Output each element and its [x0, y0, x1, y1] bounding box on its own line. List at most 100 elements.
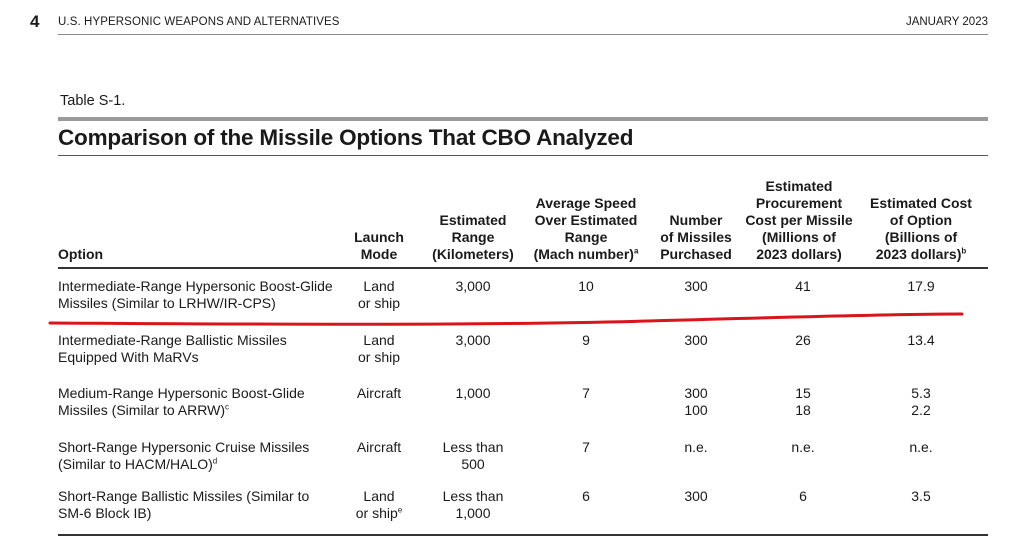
- running-title: U.S. HYPERSONIC WEAPONS AND ALTERNATIVES: [58, 16, 340, 28]
- row-option-cell: Intermediate-Range Hypersonic Boost-Glid…: [58, 278, 348, 312]
- col-header-range: Estimated Range (Kilometers): [424, 212, 522, 263]
- row-option-cell: Short-Range Ballistic Missiles (Similar …: [58, 488, 348, 522]
- col-header-number-line1: Number: [669, 212, 723, 228]
- row-option-line2-text: Missiles (Similar to ARRW): [58, 402, 225, 418]
- row-range-cell: 1,000: [455, 385, 491, 401]
- col-header-speed: Average Speed Over Estimated Range (Mach…: [528, 195, 644, 263]
- col-header-launch-line1: Launch: [354, 229, 404, 245]
- row-option-line2: Missiles (Similar to ARRW)c: [58, 402, 348, 419]
- row-launch-line1: Land: [363, 278, 395, 294]
- row-option-line1: Medium-Range Hypersonic Boost-Glide: [58, 385, 305, 401]
- row-range-cell: 3,000: [455, 278, 491, 294]
- footnote-b-marker: b: [961, 246, 967, 256]
- col-header-speed-line3: Range: [564, 229, 608, 245]
- header-bottom-rule: [58, 267, 988, 269]
- col-header-option-cost: Estimated Cost of Option (Billions of 20…: [862, 195, 980, 263]
- row-procurement-cell: 6: [799, 488, 807, 504]
- col-header-speed-unit: (Mach number): [533, 246, 634, 262]
- row-option-line1: Intermediate-Range Hypersonic Boost-Glid…: [58, 278, 333, 294]
- col-header-speed-line1: Average Speed: [535, 195, 637, 211]
- red-underline-annotation: [48, 312, 964, 326]
- row-number-cell: 300: [684, 332, 708, 348]
- col-header-range-line3: (Kilometers): [432, 246, 514, 262]
- row-speed-cell: 9: [582, 332, 590, 348]
- row-range-line1: Less than: [442, 488, 504, 504]
- row-option-line1: Short-Range Ballistic Missiles (Similar …: [58, 488, 310, 504]
- row-range-cell: Less than 1,000: [424, 488, 522, 522]
- row-speed-cell: 7: [582, 385, 590, 401]
- footnote-a-marker: a: [633, 246, 639, 256]
- col-header-procurement-cost: Estimated Procurement Cost per Missile (…: [740, 178, 858, 263]
- header-divider: [58, 34, 988, 35]
- row-procurement-cell: 41: [795, 278, 811, 294]
- red-underline-stroke: [48, 312, 964, 326]
- col-header-proc-line1: Estimated: [765, 178, 833, 194]
- row-range-cell: 3,000: [455, 332, 491, 348]
- page-number: 4: [30, 12, 40, 31]
- row-launch-line2-text: or ship: [355, 505, 398, 521]
- row-procurement-cell: 26: [795, 332, 811, 348]
- row-number-line1: 300: [684, 385, 708, 401]
- table-label: Table S-1.: [60, 93, 126, 109]
- col-header-number-line2: of Missiles: [660, 229, 732, 245]
- col-header-cost-unit: 2023 dollars): [875, 246, 962, 262]
- row-cost-cell: 5.3 2.2: [862, 385, 980, 419]
- row-launch-line2: or ship: [357, 349, 401, 365]
- col-header-option: Option: [58, 246, 103, 263]
- row-number-cell: 300: [684, 488, 708, 504]
- row-procurement-line2: 18: [795, 402, 811, 418]
- col-header-launch-mode: Launch Mode: [340, 229, 418, 263]
- row-speed-cell: 10: [578, 278, 594, 294]
- row-launch-cell: Aircraft: [356, 385, 402, 401]
- col-header-range-line1: Estimated: [439, 212, 507, 228]
- row-option-line2: SM-6 Block IB): [58, 505, 152, 521]
- row-option-line1: Intermediate-Range Ballistic Missiles: [58, 332, 287, 348]
- row-number-cell: n.e.: [684, 439, 708, 455]
- table-bottom-rule: [58, 534, 988, 536]
- footnote-c-marker: c: [224, 402, 229, 412]
- row-cost-line1: 5.3: [911, 385, 931, 401]
- row-option-cell: Short-Range Hypersonic Cruise Missiles (…: [58, 439, 348, 473]
- col-header-cost-line4: 2023 dollars)b: [862, 246, 980, 263]
- row-launch-line1: Land: [363, 332, 395, 348]
- col-header-speed-line2: Over Estimated: [534, 212, 638, 228]
- col-header-cost-line2: of Option: [889, 212, 953, 228]
- row-option-line2-text: (Similar to HACM/HALO): [58, 456, 213, 472]
- publication-date: JANUARY 2023: [905, 16, 988, 28]
- col-header-number: Number of Missiles Purchased: [652, 212, 740, 263]
- col-header-proc-line3: Cost per Missile: [745, 212, 853, 228]
- row-option-line2: (Similar to HACM/HALO)d: [58, 456, 348, 473]
- row-launch-line1: Land: [363, 488, 395, 504]
- row-launch-cell: Aircraft: [356, 439, 402, 455]
- row-option-cell: Medium-Range Hypersonic Boost-Glide Miss…: [58, 385, 348, 419]
- col-header-proc-line4: (Millions of: [762, 229, 836, 245]
- row-speed-cell: 6: [582, 488, 590, 504]
- row-launch-cell: Land or ship: [340, 332, 418, 366]
- row-launch-cell: Land or ship: [340, 278, 418, 312]
- row-speed-cell: 7: [582, 439, 590, 455]
- row-option-line2: Missiles (Similar to LRHW/IR-CPS): [58, 295, 276, 311]
- col-header-range-line2: Range: [451, 229, 495, 245]
- col-header-launch-line2: Mode: [360, 246, 398, 262]
- col-header-option-text: Option: [58, 246, 104, 262]
- col-header-cost-line3: (Billions of: [884, 229, 958, 245]
- row-option-line1: Short-Range Hypersonic Cruise Missiles: [58, 439, 310, 455]
- row-range-cell: Less than 500: [424, 439, 522, 473]
- row-number-cell: 300: [684, 278, 708, 294]
- footnote-d-marker: d: [212, 456, 218, 466]
- table-title: Comparison of the Missile Options That C…: [58, 125, 634, 150]
- col-header-proc-line5: 2023 dollars): [756, 246, 842, 262]
- row-number-cell: 300 100: [652, 385, 740, 419]
- title-top-rule: [58, 117, 988, 121]
- row-range-line1: Less than: [442, 439, 504, 455]
- col-header-proc-line2: Procurement: [755, 195, 843, 211]
- col-header-cost-line1: Estimated Cost: [870, 195, 972, 211]
- row-launch-line2: or shipe: [340, 505, 418, 522]
- row-number-line2: 100: [684, 402, 708, 418]
- row-cost-cell: n.e.: [909, 439, 933, 455]
- row-launch-cell: Land or shipe: [340, 488, 418, 522]
- row-launch-line2: or ship: [357, 295, 401, 311]
- row-range-line2: 1,000: [455, 505, 491, 521]
- row-cost-cell: 17.9: [907, 278, 935, 294]
- row-cost-line2: 2.2: [911, 402, 931, 418]
